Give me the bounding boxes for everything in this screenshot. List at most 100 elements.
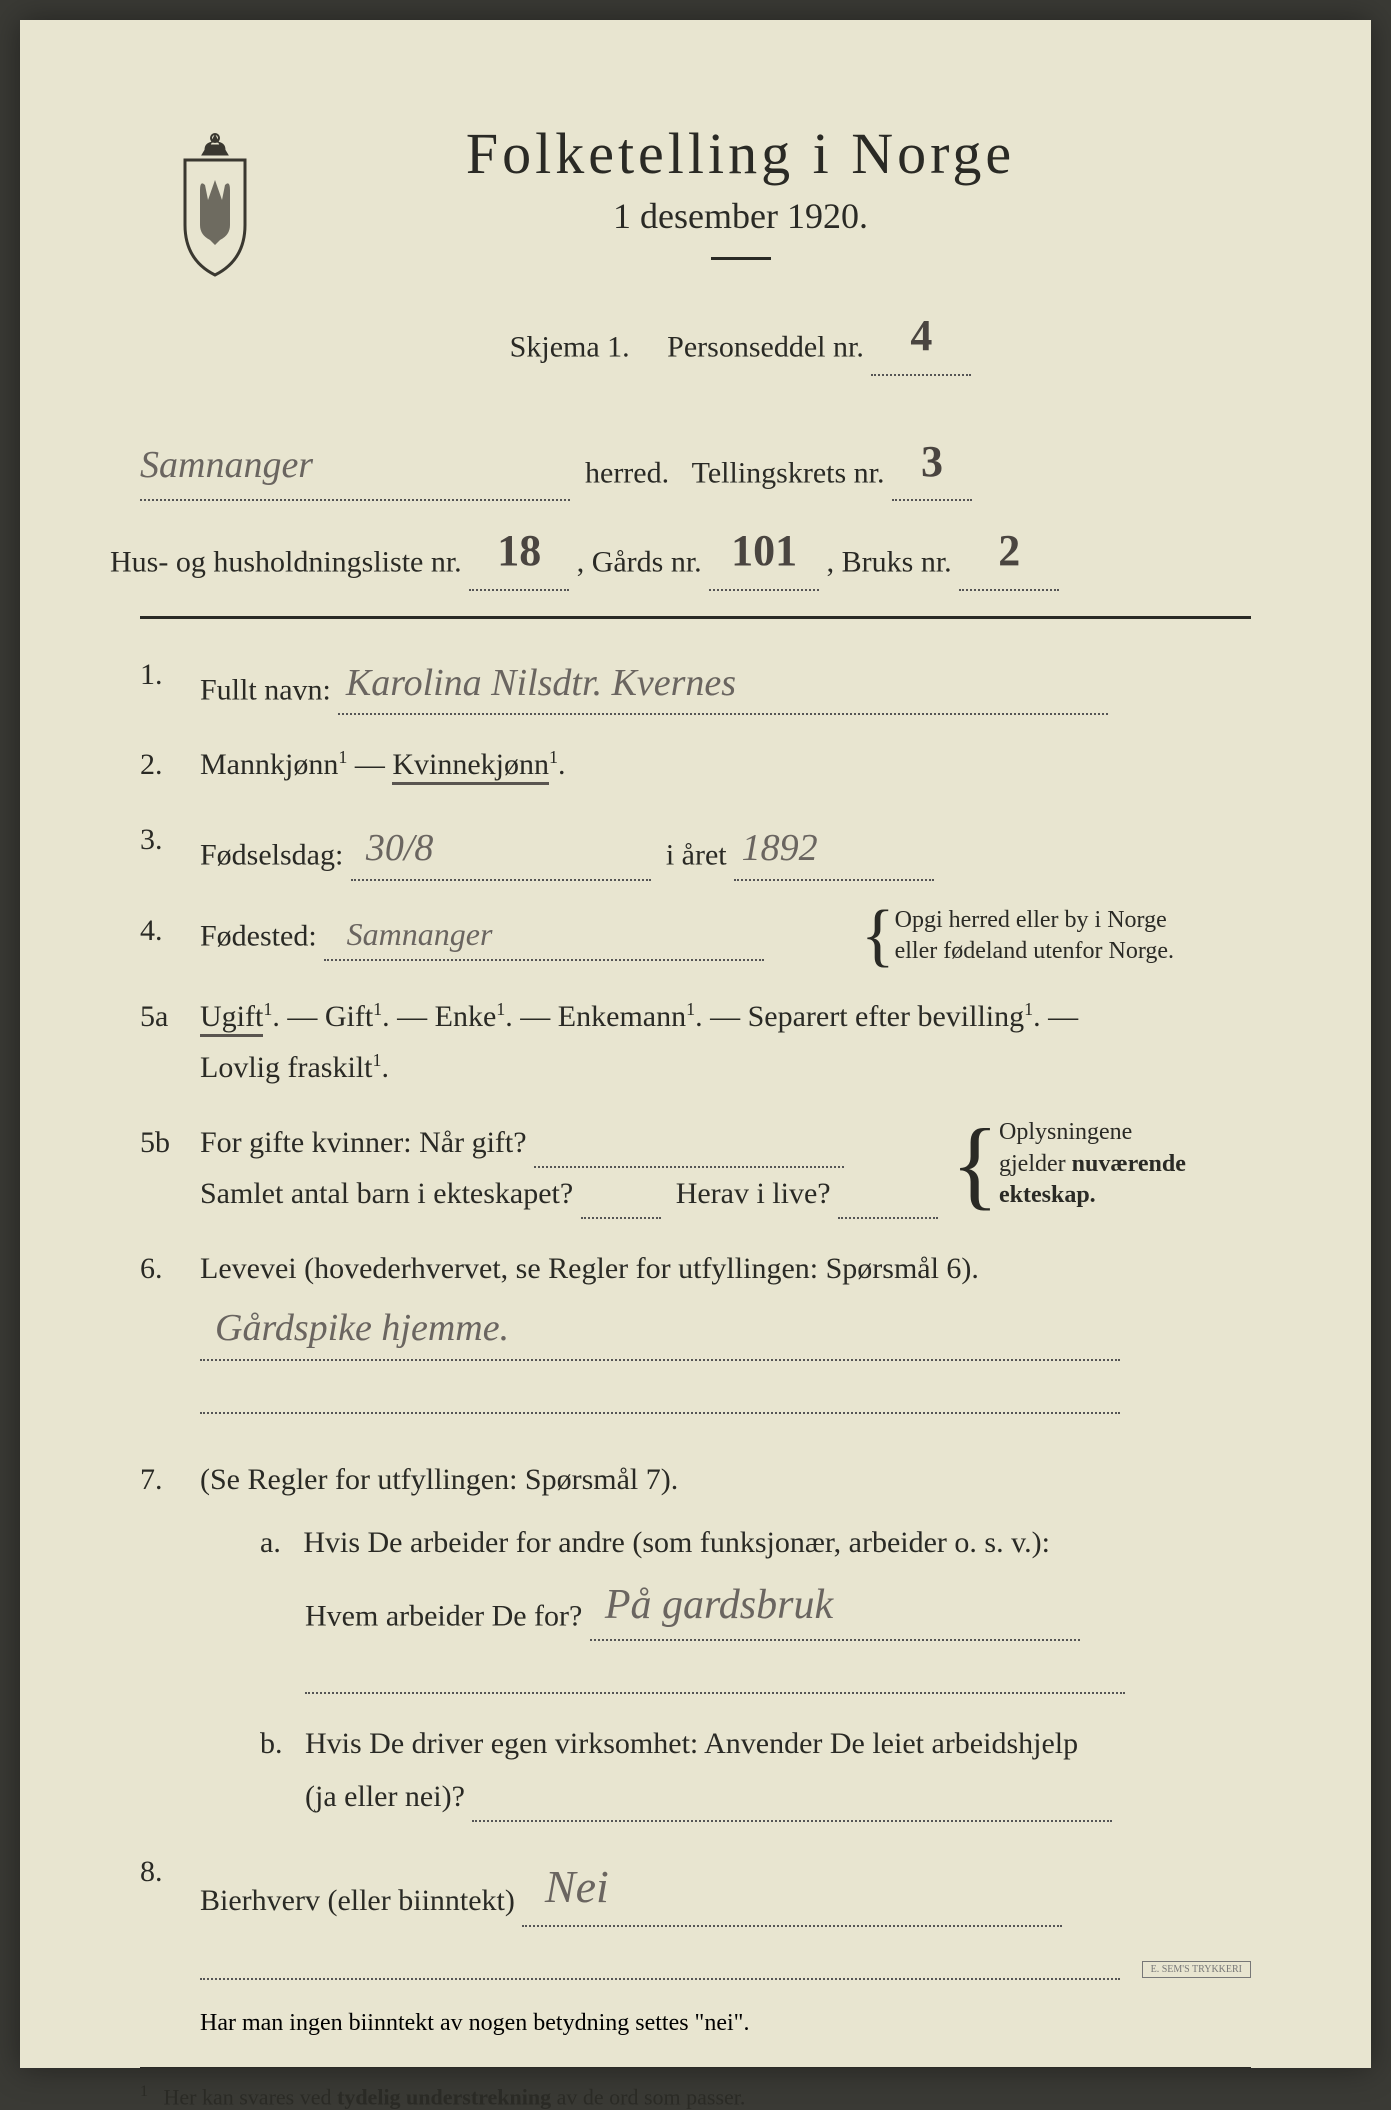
bruks-field: 2 — [959, 505, 1059, 591]
q6-value: Gårdspike hjemme. — [215, 1307, 509, 1349]
printer-mark: E. SEM'S TRYKKERI — [1142, 1961, 1251, 1978]
q4-label: Fødested: — [200, 919, 317, 952]
question-5b: 5b For gifte kvinner: Når gift? Samlet a… — [140, 1117, 1251, 1219]
q7b-line1: Hvis De driver egen virksomhet: Anvender… — [305, 1727, 1078, 1760]
q5b-line2-label: Samlet antal barn i ekteskapet? — [200, 1177, 573, 1210]
q2-sup-m: 1 — [338, 747, 347, 767]
question-4: 4. Fødested: Samnanger { Opgi herred ell… — [140, 905, 1251, 967]
q7a-field: På gardsbruk — [590, 1568, 1080, 1641]
skjema-label: Skjema 1. — [510, 331, 630, 364]
q3-year-label: i året — [666, 839, 727, 872]
q6-label: Levevei (hovederhvervet, se Regler for u… — [200, 1252, 979, 1285]
q6-field-1: Gårdspike hjemme. — [200, 1294, 1120, 1361]
q5b-note2bold: nuværende — [1072, 1151, 1186, 1177]
brace-icon: { — [951, 1134, 999, 1194]
skjema-line: Skjema 1. Personseddel nr. 4 — [230, 290, 1251, 376]
q7a-line1: Hvis De arbeider for andre (som funksjon… — [303, 1526, 1050, 1559]
q8-value: Nei — [545, 1861, 609, 1912]
q1-field: Karolina Nilsdtr. Kvernes — [338, 649, 1108, 716]
q6-number: 6. — [140, 1243, 163, 1294]
personseddel-label: Personseddel nr. — [667, 331, 864, 364]
question-7: 7. (Se Regler for utfyllingen: Spørsmål … — [140, 1454, 1251, 1822]
q2-dash: — — [347, 748, 392, 781]
q7b-field — [472, 1769, 1112, 1822]
hus-value: 18 — [497, 526, 541, 575]
bruks-label: , Bruks nr. — [827, 546, 952, 579]
q1-label: Fullt navn: — [200, 673, 331, 706]
footnote-bold: tydelig understrekning — [337, 2084, 551, 2109]
q5b-number: 5b — [140, 1117, 170, 1168]
question-5a: 5a Ugift1. — Gift1. — Enke1. — Enkemann1… — [140, 991, 1251, 1093]
q4-field: Samnanger — [324, 905, 764, 961]
gards-value: 101 — [731, 526, 797, 575]
q5b-live-field — [838, 1184, 938, 1219]
q5b-note: Oplysningene gjelder nuværende ekteskap. — [999, 1117, 1186, 1211]
q3-year-value: 1892 — [742, 827, 818, 869]
personseddel-value: 4 — [910, 311, 932, 360]
herred-label: herred. — [585, 456, 669, 489]
census-form-document: Folketelling i Norge 1 desember 1920. Sk… — [20, 20, 1371, 2068]
main-title: Folketelling i Norge — [230, 120, 1251, 187]
tellingskrets-field: 3 — [892, 416, 972, 502]
coat-of-arms-icon — [160, 130, 270, 285]
q5b-note1: Oplysningene — [999, 1119, 1132, 1145]
q5a-separert: Separert efter bevilling — [748, 1000, 1025, 1033]
hus-label: Hus- og husholdningsliste nr. — [110, 546, 462, 579]
q5a-number: 5a — [140, 991, 168, 1042]
q1-value: Karolina Nilsdtr. Kvernes — [346, 662, 736, 704]
questions-list: 1. Fullt navn: Karolina Nilsdtr. Kvernes… — [140, 649, 1251, 1980]
q5b-barn-field — [581, 1184, 661, 1219]
q7a-value: På gardsbruk — [605, 1582, 833, 1628]
subtitle-date: 1 desember 1920. — [230, 195, 1251, 237]
title-divider — [711, 257, 771, 260]
instruction-note: Har man ingen biinntekt av nogen betydni… — [200, 2010, 1251, 2037]
q7b: b. Hvis De driver egen virksomhet: Anven… — [260, 1718, 1251, 1822]
tellingskrets-label: Tellingskrets nr. — [692, 456, 885, 489]
q2-number: 2. — [140, 739, 163, 790]
q5a-fraskilt: Lovlig fraskilt — [200, 1051, 372, 1084]
q7-label: (Se Regler for utfyllingen: Spørsmål 7). — [200, 1463, 678, 1496]
herred-field: Samnanger — [140, 427, 570, 501]
footnote-post: av de ord som passer. — [551, 2084, 745, 2109]
question-3: 3. Fødselsdag: 30/8 i året 1892 — [140, 814, 1251, 881]
question-2: 2. Mannkjønn1 — Kvinnekjønn1. — [140, 739, 1251, 790]
q5b-note2: gjelder — [999, 1151, 1066, 1177]
q7b-num: b. — [260, 1727, 283, 1760]
q8-field: Nei — [522, 1846, 1062, 1926]
q3-day-value: 30/8 — [366, 827, 434, 869]
q7a-field-2 — [305, 1641, 1125, 1694]
footnote: 1 Her kan svares ved tydelig understrekn… — [140, 2083, 1251, 2110]
brace-icon: { — [861, 915, 895, 957]
q5a-ugift: Ugift — [200, 1000, 263, 1037]
footnote-num: 1 — [140, 2083, 148, 2100]
herred-value: Samnanger — [140, 444, 313, 486]
section-divider — [140, 616, 1251, 619]
title-block: Folketelling i Norge 1 desember 1920. Sk… — [230, 120, 1251, 376]
q4-note2: eller fødeland utenfor Norge. — [895, 938, 1174, 964]
header-section: Folketelling i Norge 1 desember 1920. Sk… — [140, 120, 1251, 376]
footnote-pre: Her kan svares ved — [164, 2084, 338, 2109]
q1-number: 1. — [140, 649, 163, 700]
question-1: 1. Fullt navn: Karolina Nilsdtr. Kvernes — [140, 649, 1251, 716]
hus-line: Hus- og husholdningsliste nr. 18 , Gårds… — [110, 505, 1251, 591]
q4-note: Opgi herred eller by i Norge eller fødel… — [895, 905, 1174, 967]
hus-field: 18 — [469, 505, 569, 591]
q5a-gift: Gift — [325, 1000, 373, 1033]
q2-mann: Mannkjønn — [200, 748, 338, 781]
footer-divider — [140, 2067, 1251, 2068]
gards-label: , Gårds nr. — [577, 546, 702, 579]
question-8: 8. Bierhverv (eller biinntekt) Nei — [140, 1846, 1251, 1979]
personseddel-field: 4 — [871, 290, 971, 376]
tellingskrets-value: 3 — [921, 437, 943, 486]
q7a: a. Hvis De arbeider for andre (som funks… — [260, 1517, 1251, 1694]
q8-field-2 — [200, 1927, 1120, 1980]
q2-sup-k: 1 — [549, 747, 558, 767]
q3-day-field: 30/8 — [351, 814, 651, 881]
bruks-value: 2 — [998, 526, 1020, 575]
gards-field: 101 — [709, 505, 819, 591]
herred-line: Samnanger herred. Tellingskrets nr. 3 — [140, 416, 1251, 502]
question-6: 6. Levevei (hovederhvervet, se Regler fo… — [140, 1243, 1251, 1414]
q5b-line1-label: For gifte kvinner: Når gift? — [200, 1126, 527, 1159]
q3-label: Fødselsdag: — [200, 839, 343, 872]
q4-number: 4. — [140, 905, 163, 956]
